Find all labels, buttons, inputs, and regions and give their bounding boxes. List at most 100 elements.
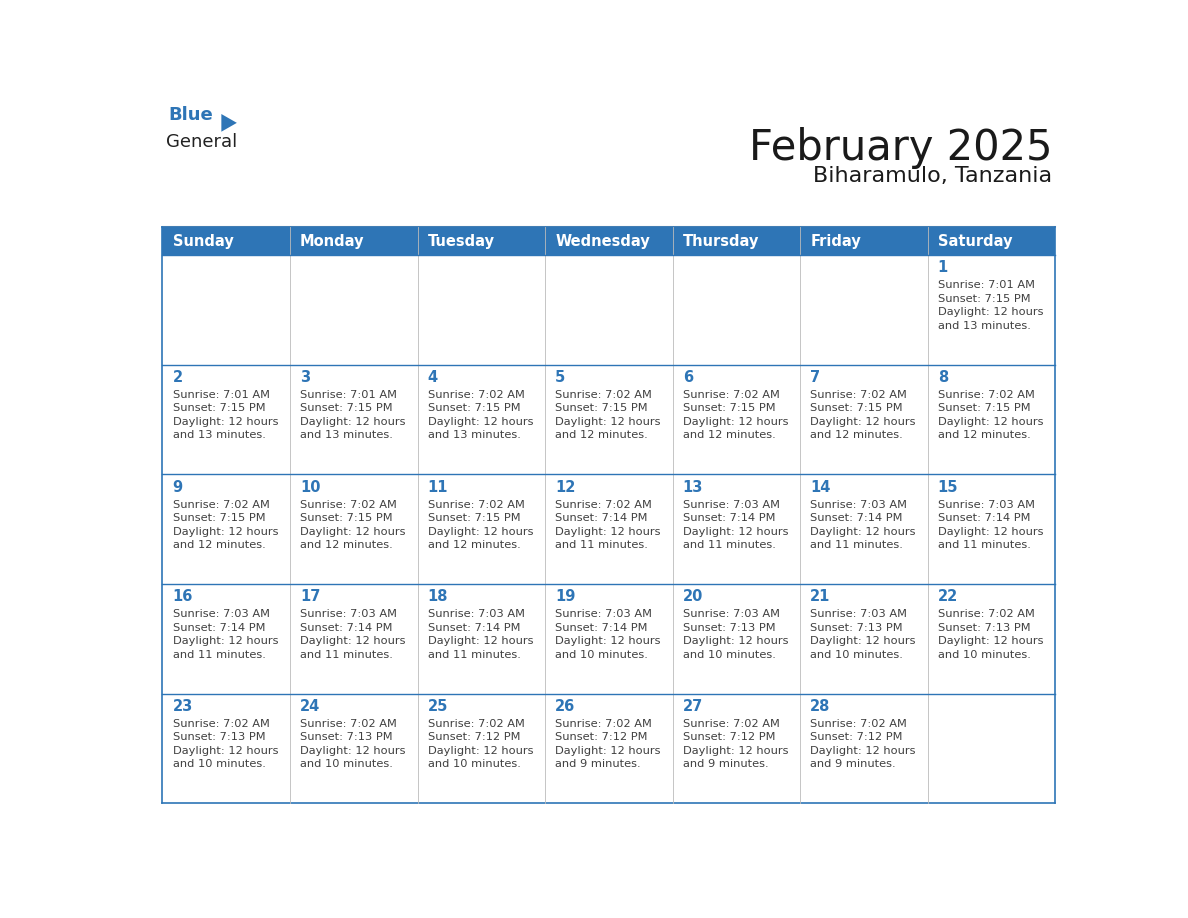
Text: Daylight: 12 hours: Daylight: 12 hours	[810, 417, 916, 427]
Bar	[672, 255, 801, 364]
Text: 7: 7	[810, 370, 821, 385]
Text: Sunrise: 7:02 AM: Sunrise: 7:02 AM	[555, 719, 652, 729]
Text: 12: 12	[555, 479, 575, 495]
Text: 8: 8	[937, 370, 948, 385]
Text: 9: 9	[172, 479, 183, 495]
Bar	[417, 255, 545, 364]
Bar	[545, 584, 672, 693]
Bar	[928, 255, 1055, 364]
Text: Sunset: 7:15 PM: Sunset: 7:15 PM	[555, 403, 647, 413]
Text: 20: 20	[683, 589, 703, 604]
Bar	[801, 693, 928, 803]
Bar	[545, 693, 672, 803]
Text: and 13 minutes.: and 13 minutes.	[937, 320, 1031, 330]
Text: Sunrise: 7:02 AM: Sunrise: 7:02 AM	[172, 719, 270, 729]
Text: Blue: Blue	[169, 106, 214, 124]
Bar	[672, 475, 801, 584]
Text: Daylight: 12 hours: Daylight: 12 hours	[172, 636, 278, 646]
Text: Daylight: 12 hours: Daylight: 12 hours	[172, 527, 278, 537]
Text: and 13 minutes.: and 13 minutes.	[428, 431, 520, 441]
Text: Thursday: Thursday	[683, 233, 759, 249]
Text: 3: 3	[301, 370, 310, 385]
Text: Daylight: 12 hours: Daylight: 12 hours	[555, 527, 661, 537]
Text: Sunset: 7:15 PM: Sunset: 7:15 PM	[172, 403, 265, 413]
Text: Sunset: 7:14 PM: Sunset: 7:14 PM	[428, 622, 520, 633]
Text: Daylight: 12 hours: Daylight: 12 hours	[937, 417, 1043, 427]
Text: Sunrise: 7:03 AM: Sunrise: 7:03 AM	[810, 499, 908, 509]
Text: Sunrise: 7:02 AM: Sunrise: 7:02 AM	[937, 390, 1035, 400]
Bar	[672, 584, 801, 693]
Text: Daylight: 12 hours: Daylight: 12 hours	[428, 745, 533, 756]
Text: 21: 21	[810, 589, 830, 604]
Bar	[545, 255, 672, 364]
Bar	[417, 584, 545, 693]
Text: Sunrise: 7:01 AM: Sunrise: 7:01 AM	[937, 280, 1035, 290]
Polygon shape	[221, 114, 236, 131]
Text: and 10 minutes.: and 10 minutes.	[555, 650, 647, 660]
Text: Sunrise: 7:03 AM: Sunrise: 7:03 AM	[555, 610, 652, 620]
Text: Sunrise: 7:02 AM: Sunrise: 7:02 AM	[683, 719, 779, 729]
Text: Sunset: 7:15 PM: Sunset: 7:15 PM	[301, 513, 393, 523]
Text: Daylight: 12 hours: Daylight: 12 hours	[301, 417, 405, 427]
Text: Daylight: 12 hours: Daylight: 12 hours	[683, 636, 788, 646]
Text: Sunrise: 7:02 AM: Sunrise: 7:02 AM	[172, 499, 270, 509]
Text: Daylight: 12 hours: Daylight: 12 hours	[428, 636, 533, 646]
Text: Sunrise: 7:03 AM: Sunrise: 7:03 AM	[937, 499, 1035, 509]
Text: and 11 minutes.: and 11 minutes.	[683, 540, 776, 550]
Text: and 10 minutes.: and 10 minutes.	[683, 650, 776, 660]
Text: Sunrise: 7:02 AM: Sunrise: 7:02 AM	[428, 390, 524, 400]
Bar	[801, 364, 928, 475]
Text: Sunset: 7:12 PM: Sunset: 7:12 PM	[683, 733, 776, 743]
Text: Sunset: 7:15 PM: Sunset: 7:15 PM	[937, 294, 1030, 304]
Bar	[545, 475, 672, 584]
Text: Sunset: 7:13 PM: Sunset: 7:13 PM	[937, 622, 1030, 633]
Text: Monday: Monday	[301, 233, 365, 249]
Text: Daylight: 12 hours: Daylight: 12 hours	[172, 745, 278, 756]
Text: Biharamulo, Tanzania: Biharamulo, Tanzania	[813, 165, 1053, 185]
Text: Sunset: 7:14 PM: Sunset: 7:14 PM	[937, 513, 1030, 523]
Text: Sunrise: 7:02 AM: Sunrise: 7:02 AM	[683, 390, 779, 400]
Text: Sunset: 7:14 PM: Sunset: 7:14 PM	[301, 622, 392, 633]
Bar	[163, 475, 290, 584]
Text: Sunset: 7:15 PM: Sunset: 7:15 PM	[810, 403, 903, 413]
Text: Sunrise: 7:03 AM: Sunrise: 7:03 AM	[810, 610, 908, 620]
Text: 5: 5	[555, 370, 565, 385]
Text: 26: 26	[555, 699, 575, 714]
Bar	[163, 584, 290, 693]
Bar	[928, 584, 1055, 693]
Text: 19: 19	[555, 589, 575, 604]
Text: General: General	[165, 133, 236, 151]
Text: and 11 minutes.: and 11 minutes.	[428, 650, 520, 660]
Text: Daylight: 12 hours: Daylight: 12 hours	[937, 527, 1043, 537]
Text: and 10 minutes.: and 10 minutes.	[172, 759, 265, 769]
Text: Sunset: 7:15 PM: Sunset: 7:15 PM	[172, 513, 265, 523]
Text: Sunrise: 7:01 AM: Sunrise: 7:01 AM	[301, 390, 397, 400]
Text: Daylight: 12 hours: Daylight: 12 hours	[937, 308, 1043, 318]
Bar	[928, 364, 1055, 475]
Text: 10: 10	[301, 479, 321, 495]
Bar	[801, 584, 928, 693]
Text: 17: 17	[301, 589, 321, 604]
Text: Sunset: 7:15 PM: Sunset: 7:15 PM	[428, 513, 520, 523]
Text: and 11 minutes.: and 11 minutes.	[555, 540, 647, 550]
Bar	[290, 475, 417, 584]
Text: and 9 minutes.: and 9 minutes.	[683, 759, 769, 769]
Text: and 11 minutes.: and 11 minutes.	[172, 650, 265, 660]
Text: Sunrise: 7:02 AM: Sunrise: 7:02 AM	[810, 719, 908, 729]
Text: Daylight: 12 hours: Daylight: 12 hours	[301, 527, 405, 537]
Text: Sunrise: 7:03 AM: Sunrise: 7:03 AM	[428, 610, 525, 620]
Text: and 9 minutes.: and 9 minutes.	[810, 759, 896, 769]
Text: and 10 minutes.: and 10 minutes.	[810, 650, 903, 660]
Text: Daylight: 12 hours: Daylight: 12 hours	[683, 745, 788, 756]
Text: Sunrise: 7:02 AM: Sunrise: 7:02 AM	[555, 390, 652, 400]
Bar	[290, 584, 417, 693]
Text: Daylight: 12 hours: Daylight: 12 hours	[810, 636, 916, 646]
Text: 14: 14	[810, 479, 830, 495]
Bar	[672, 693, 801, 803]
Text: Sunrise: 7:02 AM: Sunrise: 7:02 AM	[301, 719, 397, 729]
Text: and 11 minutes.: and 11 minutes.	[301, 650, 393, 660]
Bar	[163, 255, 290, 364]
Text: 23: 23	[172, 699, 192, 714]
Text: Daylight: 12 hours: Daylight: 12 hours	[301, 745, 405, 756]
Bar	[545, 364, 672, 475]
